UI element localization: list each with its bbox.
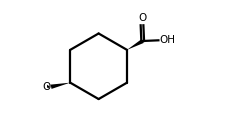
Text: OH: OH [158, 35, 174, 45]
Polygon shape [126, 39, 143, 50]
Polygon shape [50, 83, 70, 89]
Text: O: O [42, 82, 50, 92]
Text: O: O [137, 13, 145, 23]
